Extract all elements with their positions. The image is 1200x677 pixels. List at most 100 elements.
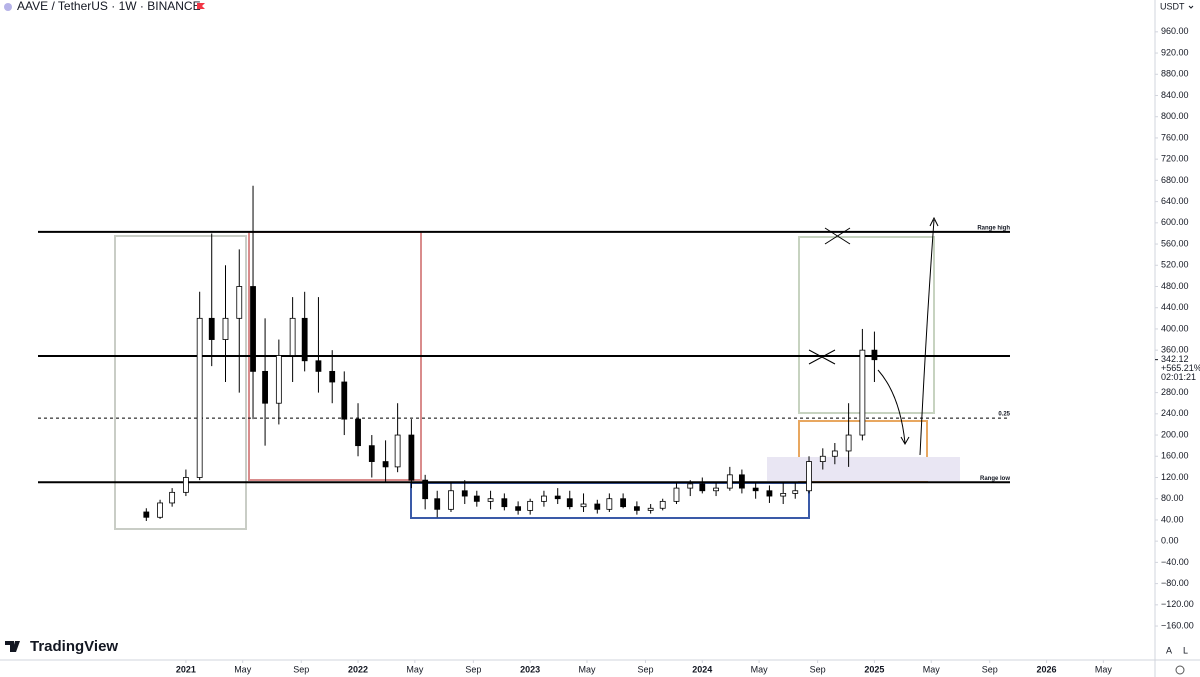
candle-body (329, 370, 336, 383)
candle-body (766, 490, 773, 497)
candle-body (554, 495, 561, 500)
logo (5, 641, 20, 652)
y-tick-label: 240.00 (1161, 408, 1189, 418)
candle-body (620, 498, 627, 508)
symbol-icon (4, 3, 12, 11)
candle-body (845, 434, 852, 452)
candle-body (487, 498, 494, 502)
axis-button[interactable]: A (1166, 645, 1172, 655)
x-tick-label: May (234, 664, 252, 674)
brand: TradingView (30, 638, 118, 655)
chart-title: AAVE / TetherUS · 1W · BINANCE (17, 0, 201, 13)
y-tick-label: 680.00 (1161, 175, 1189, 185)
y-tick-label: −120.00 (1161, 599, 1194, 609)
candle-body (673, 487, 680, 502)
x-tick-label: May (578, 664, 596, 674)
candle-body (394, 434, 401, 468)
x-tick-label: May (1095, 664, 1113, 674)
y-tick-label: −160.00 (1161, 620, 1194, 630)
candle-body (422, 479, 429, 500)
flag (197, 3, 205, 9)
y-tick-label: 520.00 (1161, 260, 1189, 270)
candle-body (726, 474, 733, 489)
plot: Range high 0.25 Range low (38, 185, 1011, 521)
candle-body (341, 381, 348, 420)
axis-button[interactable]: L (1183, 645, 1188, 655)
candle-body (289, 317, 296, 356)
candle-body (819, 455, 826, 462)
candle-body (262, 370, 268, 404)
y-tick-label: 840.00 (1161, 90, 1189, 100)
candle-body (157, 502, 163, 518)
candle-body (448, 490, 454, 510)
candle-body (566, 498, 573, 508)
candle-body (143, 511, 150, 518)
x-tick-label: Sep (810, 664, 826, 674)
level-label: 0.25 (998, 412, 1010, 418)
candle-body (659, 500, 666, 509)
cross (824, 227, 851, 245)
candle-body (859, 349, 866, 436)
candle-body (315, 360, 322, 372)
candle-body (222, 317, 229, 340)
candle-body (541, 495, 547, 502)
candle-body (792, 490, 799, 494)
settings-icon[interactable] (1175, 665, 1185, 675)
y-tick-label: 880.00 (1161, 69, 1189, 79)
box (798, 236, 935, 414)
x-tick-label: 2026 (1037, 664, 1057, 674)
y-tick-label: 760.00 (1161, 132, 1189, 142)
x-tick-label: Sep (637, 664, 653, 674)
y-tick-label: 560.00 (1161, 238, 1189, 248)
candle-body (408, 434, 415, 481)
zone (767, 457, 960, 481)
y-tick-label: 960.00 (1161, 26, 1189, 36)
candle-body (752, 487, 759, 492)
candle-body (515, 506, 522, 511)
y-tick-label: 400.00 (1161, 323, 1189, 333)
y-tick-label: 200.00 (1161, 429, 1189, 439)
y-tick-label: 120.00 (1161, 472, 1189, 482)
y-tick-label: 920.00 (1161, 47, 1189, 57)
candle-body (301, 317, 308, 362)
candle-body (606, 498, 613, 510)
annotations (808, 216, 939, 456)
y-tick-label: 640.00 (1161, 196, 1189, 206)
candle-body (434, 498, 441, 510)
y-tick-label: 800.00 (1161, 111, 1189, 121)
candle-body (594, 503, 601, 510)
y-tick-label: 480.00 (1161, 281, 1189, 291)
x-tick-label: 2024 (692, 664, 712, 674)
last-price: 342.12 (1161, 354, 1189, 364)
currency-button[interactable] (1157, 0, 1197, 15)
y-tick-label: 160.00 (1161, 451, 1189, 461)
level-label: Range low (980, 476, 1010, 482)
arrow (919, 216, 939, 456)
candle-body (368, 445, 375, 462)
y-tick-label: 440.00 (1161, 302, 1189, 312)
candle-body (699, 483, 706, 492)
candle-body (780, 493, 787, 497)
candle-body (501, 498, 508, 508)
candle-body (687, 483, 694, 489)
candle-body (355, 418, 361, 447)
candle-body (647, 507, 654, 511)
y-tick-label: 0.00 (1161, 536, 1179, 546)
x-tick-label: 2025 (864, 664, 884, 674)
y-tick-label: 80.00 (1161, 493, 1184, 503)
currency[interactable]: USDT (1160, 1, 1185, 11)
x-tick-label: May (406, 664, 424, 674)
level-label: Range high (977, 225, 1010, 231)
y-tick-label: −40.00 (1161, 557, 1189, 567)
candle-body (806, 461, 812, 492)
candle-body (738, 474, 745, 489)
candle-body (196, 317, 203, 478)
arrow (877, 369, 910, 446)
candle-body (236, 286, 243, 319)
x-tick-label: Sep (465, 664, 481, 674)
candle-body (275, 355, 282, 404)
y-tick-label: −80.00 (1161, 578, 1189, 588)
